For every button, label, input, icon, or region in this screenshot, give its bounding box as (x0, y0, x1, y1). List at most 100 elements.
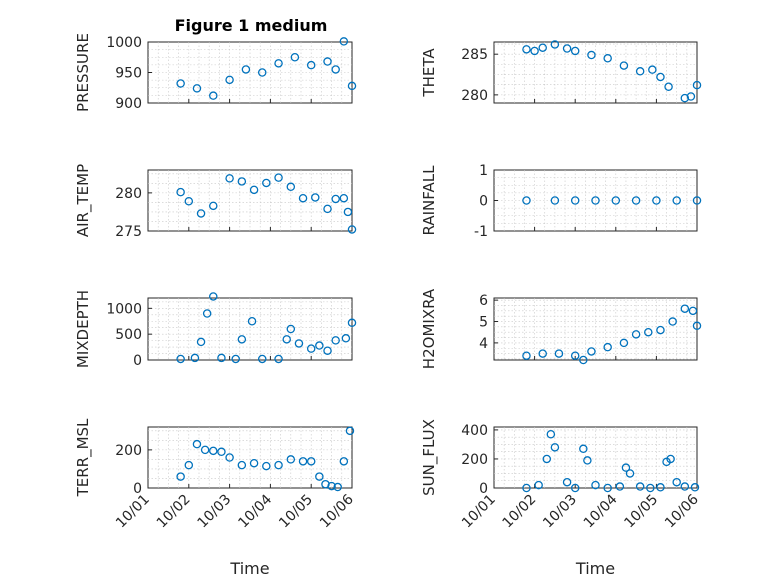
data-point (570, 351, 580, 360)
data-point (274, 59, 283, 68)
data-point (341, 334, 351, 343)
data-point (231, 354, 240, 364)
data-point (522, 45, 531, 54)
data-point (209, 91, 218, 100)
data-point (603, 483, 612, 493)
data-point (646, 483, 655, 493)
y-tick-label: 5 (479, 315, 488, 331)
data-point (333, 482, 342, 492)
data-point (339, 193, 349, 203)
data-point (347, 225, 357, 234)
data-point (237, 177, 247, 186)
data-point (554, 349, 564, 358)
data-point (290, 53, 300, 62)
subplot-h2omixra: 4 5 6 H2OMIXRA (420, 288, 702, 369)
data-point (225, 453, 234, 462)
data-point (306, 344, 316, 353)
data-point (315, 341, 324, 350)
y-tick-label: 280 (461, 88, 488, 104)
data-point (591, 480, 600, 490)
data-point (306, 457, 316, 466)
axes-box (147, 426, 353, 489)
data-point (579, 355, 588, 365)
data-point (315, 472, 324, 481)
y-tick-label: 0 (133, 481, 142, 497)
y-axis-label: RAINFALL (420, 165, 438, 236)
data-point (522, 483, 531, 493)
data-point (241, 65, 251, 74)
data-point (331, 65, 340, 74)
data-point (692, 196, 702, 205)
data-point (621, 463, 631, 472)
data-point (664, 82, 673, 91)
data-point (294, 339, 304, 348)
y-axis-label: SUN_FLUX (420, 419, 439, 496)
data-point (184, 460, 194, 470)
data-point (611, 196, 621, 205)
data-point (190, 353, 200, 363)
data-point (668, 317, 677, 326)
axes-box (147, 169, 353, 232)
data-point (262, 461, 271, 471)
data-point (603, 54, 612, 63)
y-tick-label: 4 (479, 336, 488, 352)
data-point (652, 196, 661, 205)
data-point (200, 445, 210, 455)
data-point (635, 67, 645, 76)
data-point (530, 46, 539, 56)
y-tick-label: 0 (479, 194, 488, 210)
data-point (570, 46, 580, 56)
y-axis-label: THETA (420, 48, 438, 98)
data-point (209, 292, 218, 301)
data-point (672, 477, 681, 487)
y-tick-label: 285 (461, 47, 488, 63)
y-axis-label: AIR_TEMP (74, 164, 93, 237)
y-tick-label: 500 (115, 327, 142, 343)
data-point (546, 430, 556, 439)
data-point (550, 196, 560, 205)
data-point (192, 84, 202, 93)
data-point (534, 480, 543, 490)
data-point (656, 483, 665, 492)
subplot-air_temp: 275 280 AIR_TEMP (74, 164, 357, 240)
subplot-mixdepth: 0 500 1000 MIXDEPTH (74, 290, 357, 369)
data-point (237, 460, 247, 470)
subplot-pressure: 900 950 1000 PRESSURE (74, 33, 357, 112)
y-axis-label: H2OMIXRA (420, 288, 438, 369)
data-point (257, 354, 267, 364)
subplot-theta: 280 285 THETA (420, 40, 702, 104)
data-point (648, 65, 657, 74)
data-point (692, 80, 702, 90)
data-point (274, 354, 283, 364)
data-point (538, 349, 547, 358)
data-point (209, 201, 218, 211)
data-point (323, 204, 332, 214)
data-point (339, 457, 349, 466)
axes-box (493, 426, 698, 489)
data-point (538, 43, 547, 52)
data-point (680, 93, 690, 103)
data-point (583, 456, 592, 465)
data-point (286, 182, 296, 192)
data-point (323, 57, 332, 66)
data-point (345, 426, 355, 436)
figure-title: Figure 1 medium (175, 16, 328, 35)
data-point (196, 337, 206, 347)
y-tick-label: 200 (115, 443, 142, 459)
data-point (176, 354, 185, 364)
axes-box (493, 41, 698, 104)
y-axis-label: MIXDEPTH (74, 290, 92, 368)
data-point (692, 321, 702, 331)
data-point (343, 207, 353, 217)
y-tick-label: 6 (479, 293, 488, 309)
data-point (262, 178, 271, 188)
y-tick-label: 950 (115, 66, 142, 82)
data-point (176, 187, 185, 197)
data-point (672, 196, 681, 205)
data-point (225, 174, 234, 183)
data-point (631, 330, 641, 339)
data-point (331, 336, 340, 345)
data-point (562, 477, 572, 487)
y-tick-label: 900 (115, 96, 142, 112)
y-tick-label: 400 (461, 423, 488, 439)
